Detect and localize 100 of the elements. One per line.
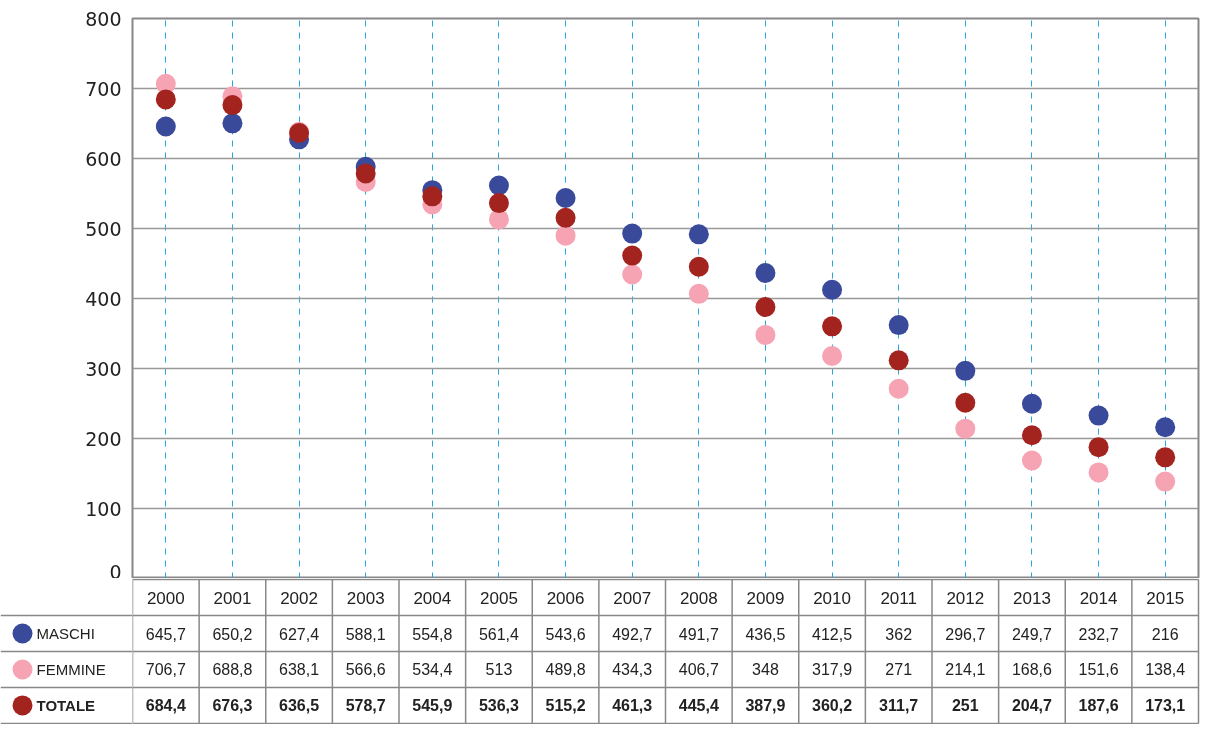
data-label: 436,5 xyxy=(745,625,786,643)
data-label: 566,6 xyxy=(345,661,386,679)
data-label: 534,4 xyxy=(412,661,453,679)
data-label: 491,7 xyxy=(678,625,719,643)
data-label: 360,2 xyxy=(812,697,853,715)
y-tick-label: 800 xyxy=(85,7,122,30)
data-label: 173,1 xyxy=(1145,697,1186,715)
data-label: 554,8 xyxy=(412,625,453,643)
point xyxy=(755,296,776,317)
point xyxy=(1088,437,1109,458)
point xyxy=(222,95,243,116)
data-label: 578,7 xyxy=(345,697,386,715)
y-tick-label: 100 xyxy=(85,497,122,520)
data-label: 216 xyxy=(1151,625,1179,643)
data-label: 536,3 xyxy=(478,697,520,715)
y-tick-label: 200 xyxy=(85,427,122,450)
y-tick-label: 0 xyxy=(109,560,122,583)
point xyxy=(1021,393,1042,414)
point xyxy=(155,89,176,110)
point xyxy=(755,262,776,283)
x-tick-label: 2000 xyxy=(146,588,185,608)
data-label: 317,9 xyxy=(812,661,853,679)
point xyxy=(1088,405,1109,426)
point xyxy=(955,360,976,381)
data-label: 492,7 xyxy=(612,625,653,643)
y-tick-label: 500 xyxy=(85,217,122,240)
data-label: 513 xyxy=(485,661,513,679)
data-label: 636,5 xyxy=(279,697,320,715)
x-tick-label: 2008 xyxy=(679,588,718,608)
data-label: 151,6 xyxy=(1078,661,1119,679)
point xyxy=(888,350,909,371)
point xyxy=(488,193,509,214)
point xyxy=(622,264,643,285)
x-tick-label: 2015 xyxy=(1146,588,1185,608)
point xyxy=(1021,450,1042,471)
data-label: 251 xyxy=(951,697,979,715)
data-label: 249,7 xyxy=(1011,625,1053,643)
y-tick-label: 300 xyxy=(85,357,122,380)
data-label: 168,6 xyxy=(1011,661,1053,679)
point xyxy=(555,207,576,228)
point xyxy=(622,223,643,244)
data-label: 545,9 xyxy=(412,697,453,715)
x-tick-label: 2007 xyxy=(613,588,652,608)
data-label: 434,3 xyxy=(612,661,653,679)
data-label: 445,4 xyxy=(678,697,719,715)
data-label: 232,7 xyxy=(1078,625,1119,643)
data-label: 296,7 xyxy=(945,625,986,643)
data-label: 515,2 xyxy=(545,697,586,715)
point xyxy=(755,324,776,345)
y-tick-label: 700 xyxy=(85,77,122,100)
legend-label: TOTALE xyxy=(36,696,96,714)
point xyxy=(688,283,709,304)
point xyxy=(1155,417,1176,438)
x-tick-label: 2010 xyxy=(813,588,851,608)
x-tick-label: 2001 xyxy=(213,588,252,608)
data-label: 412,5 xyxy=(812,625,853,643)
data-label: 638,1 xyxy=(279,661,320,679)
legend-label: MASCHI xyxy=(36,625,95,643)
y-tick-label: 600 xyxy=(85,147,122,170)
data-label: 688,8 xyxy=(212,661,253,679)
data-label: 387,9 xyxy=(745,697,786,715)
point xyxy=(222,113,243,134)
data-label: 561,4 xyxy=(478,625,520,643)
data-label: 650,2 xyxy=(212,625,253,643)
x-tick-label: 2009 xyxy=(746,588,785,608)
point xyxy=(155,116,176,137)
data-label: 461,3 xyxy=(612,697,653,715)
point xyxy=(822,316,843,337)
point xyxy=(888,315,909,336)
x-tick-label: 2003 xyxy=(346,588,385,608)
point xyxy=(822,345,843,366)
x-tick-label: 2006 xyxy=(546,588,585,608)
data-label: 489,8 xyxy=(545,661,586,679)
point xyxy=(488,175,509,196)
legend-label: FEMMINE xyxy=(36,660,106,678)
data-label: 684,4 xyxy=(145,697,186,715)
y-tick-label: 400 xyxy=(85,287,122,310)
data-label: 204,7 xyxy=(1011,697,1053,715)
x-tick-label: 2002 xyxy=(280,588,318,608)
data-label: 271 xyxy=(885,661,913,679)
point xyxy=(888,378,909,399)
point xyxy=(422,186,443,207)
point xyxy=(1088,462,1109,483)
data-label: 588,1 xyxy=(345,625,386,643)
x-tick-label: 2011 xyxy=(880,588,917,608)
point xyxy=(955,418,976,439)
point xyxy=(1155,447,1176,468)
x-tick-label: 2012 xyxy=(946,588,985,608)
x-tick-label: 2014 xyxy=(1079,588,1118,608)
data-label: 627,4 xyxy=(279,625,320,643)
data-label: 187,6 xyxy=(1078,697,1119,715)
x-tick-label: 2013 xyxy=(1013,588,1051,608)
point xyxy=(555,225,576,246)
point xyxy=(688,224,709,245)
data-label: 362 xyxy=(885,625,913,643)
data-label: 214,1 xyxy=(945,661,986,679)
data-label: 645,7 xyxy=(145,625,186,643)
point xyxy=(955,392,976,413)
point xyxy=(355,163,376,184)
point xyxy=(822,279,843,300)
